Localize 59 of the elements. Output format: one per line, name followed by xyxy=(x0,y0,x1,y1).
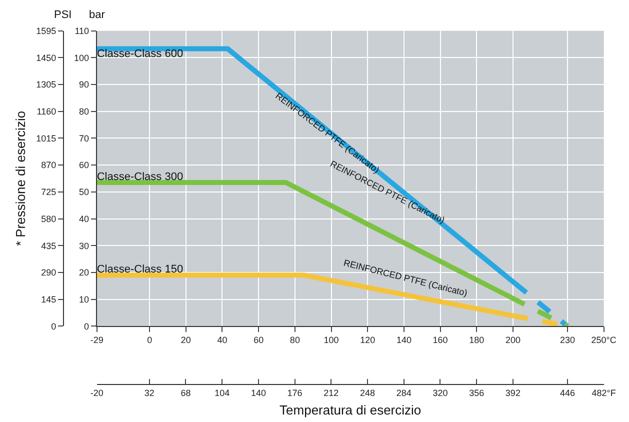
y2-tick-label: 20 xyxy=(79,268,90,278)
y-tick-label: 1305 xyxy=(36,80,56,90)
y-tick-label: 870 xyxy=(41,160,56,170)
x-axis-title: Temperatura di esercizio xyxy=(280,402,422,418)
x2-tick-label: 320 xyxy=(432,388,448,398)
y2-tick-label: 90 xyxy=(79,80,90,90)
x2-tick-label: 482°F xyxy=(592,388,616,398)
y2-tick-label: 0 xyxy=(84,321,90,332)
series-label: Classe-Class 600 xyxy=(96,48,184,60)
x2-tick-label: 68 xyxy=(180,388,191,398)
y-tick-label: 145 xyxy=(41,294,56,305)
x-tick-label: 0 xyxy=(147,335,152,346)
y2-tick-label: 50 xyxy=(79,187,90,198)
y2-tick-label: 30 xyxy=(79,240,90,251)
x2-tick-label: 140 xyxy=(250,388,266,398)
x-tick-label: 100 xyxy=(324,335,339,346)
x2-tick-label: 392 xyxy=(505,388,520,398)
y-tick-label: 0 xyxy=(51,321,56,332)
text: PSI xyxy=(54,9,72,21)
y-tick-label: 580 xyxy=(41,214,56,224)
y-tick-label: 1015 xyxy=(36,133,56,144)
y2-tick-label: 100 xyxy=(74,52,90,63)
y-tick-label: 1450 xyxy=(36,52,56,63)
y-tick-label: 725 xyxy=(41,187,56,198)
x-tick-label: 120 xyxy=(360,335,376,346)
x2-tick-label: 248 xyxy=(360,388,376,398)
text: bar xyxy=(89,9,106,21)
x2-tick-label: 356 xyxy=(469,388,484,398)
x2-tick-label: 176 xyxy=(287,388,302,398)
x-tick-label: 60 xyxy=(254,335,264,346)
y2-tick-label: 110 xyxy=(74,26,90,36)
x-tick-label: 180 xyxy=(469,335,484,346)
y2-tick-label: 60 xyxy=(79,160,90,170)
x-tick-label: 200 xyxy=(505,335,520,346)
x2-tick-label: 104 xyxy=(214,388,230,398)
y-axis-title: * Pressione di esercizio xyxy=(13,110,28,246)
series-label: Classe-Class 300 xyxy=(96,170,184,183)
x-tick-label: 40 xyxy=(217,335,228,346)
x-tick-label: 20 xyxy=(180,335,191,346)
series-label: Classe-Class 150 xyxy=(96,263,184,276)
x2-tick-label: -20 xyxy=(90,388,104,398)
x-tick-label: 160 xyxy=(432,335,448,346)
y-tick-label: 1595 xyxy=(36,26,56,36)
y2-tick-label: 10 xyxy=(79,294,90,305)
x2-tick-label: 32 xyxy=(144,388,154,398)
x-tick-label: 140 xyxy=(396,335,412,346)
x2-tick-label: 446 xyxy=(560,388,575,398)
x-tick-label: -29 xyxy=(90,335,104,346)
y-tick-label: 1160 xyxy=(36,106,56,117)
y-tick-label: 290 xyxy=(41,268,56,278)
x2-tick-label: 212 xyxy=(324,388,339,398)
x-tick-label: 250°C xyxy=(591,335,617,346)
y2-tick-label: 70 xyxy=(79,133,90,144)
x-tick-label: 230 xyxy=(560,335,576,346)
y2-tick-label: 40 xyxy=(79,214,90,224)
y-tick-label: 435 xyxy=(41,240,56,251)
x2-tick-label: 284 xyxy=(396,388,412,398)
x-tick-label: 80 xyxy=(290,335,300,346)
y2-tick-label: 80 xyxy=(79,106,90,117)
